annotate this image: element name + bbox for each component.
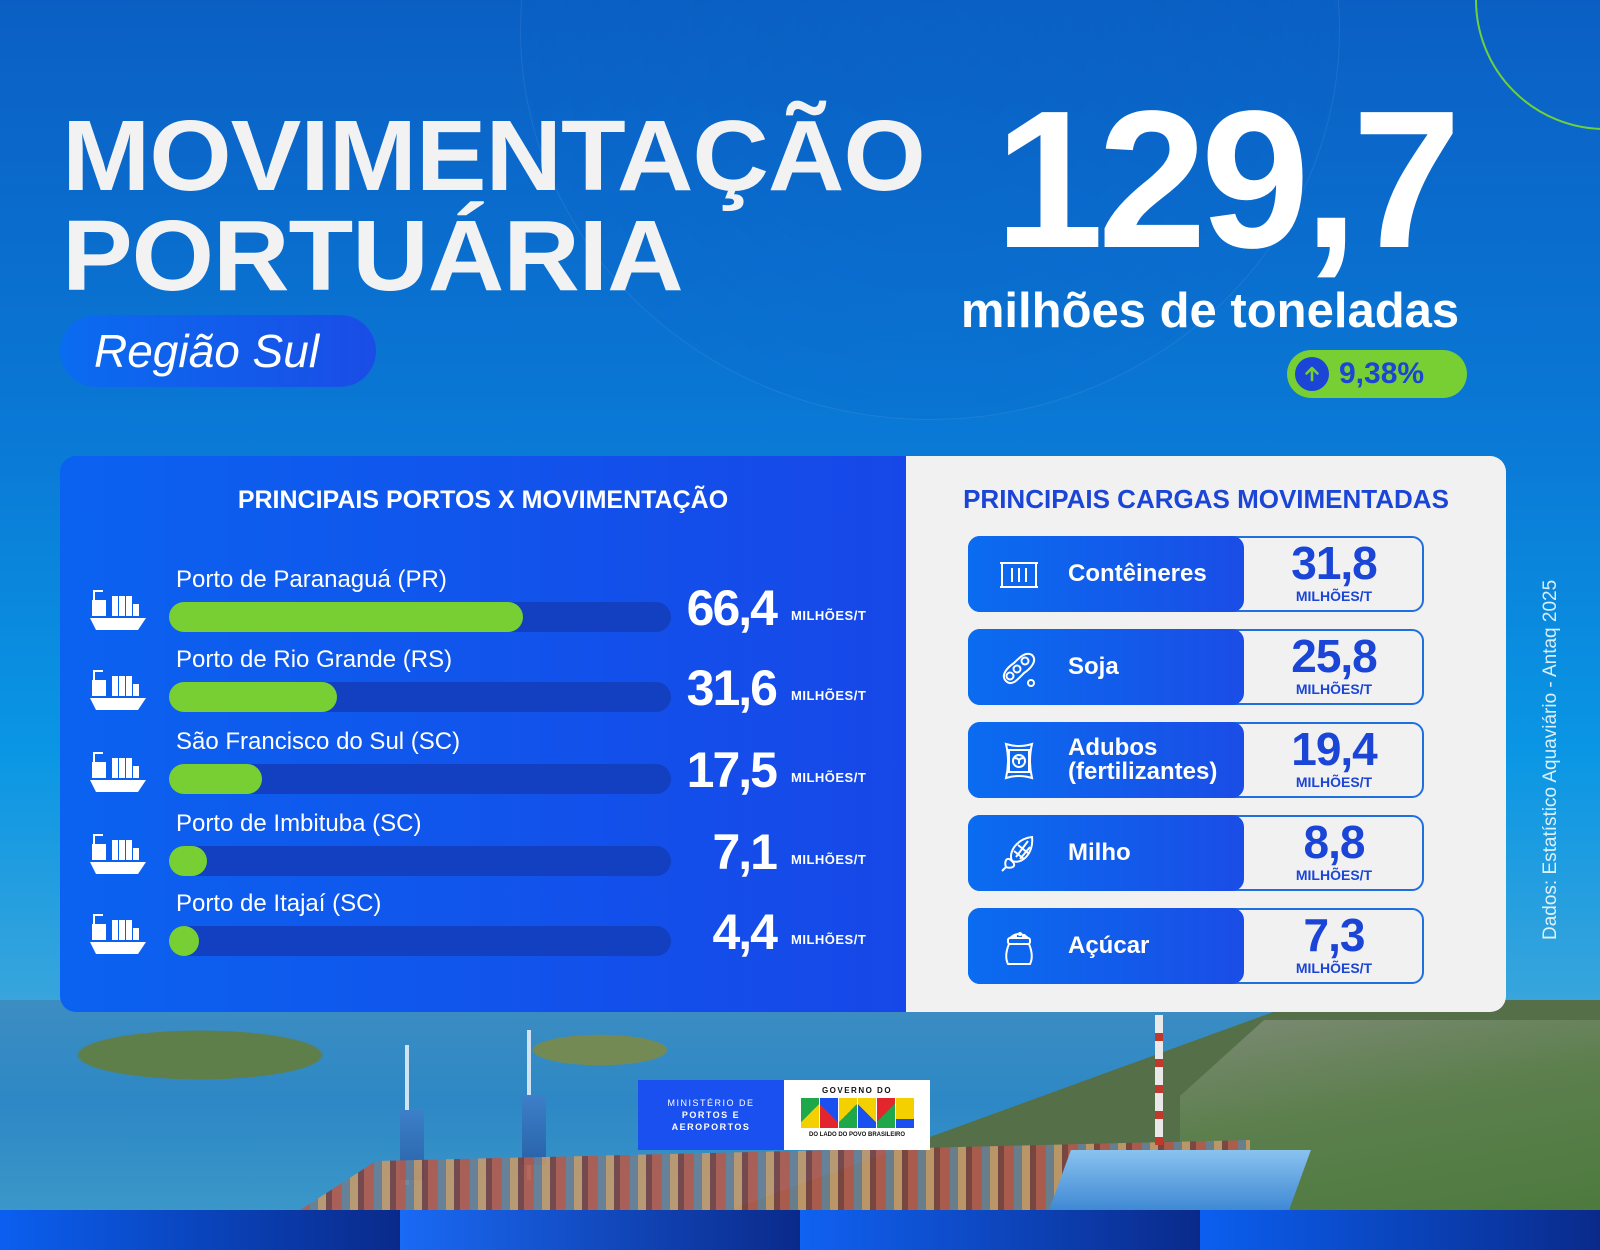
progress-bar-fill — [169, 682, 338, 712]
corn-icon — [998, 833, 1040, 875]
cargo-row: Açúcar 7,3 MILHÕES/T — [968, 908, 1424, 984]
cargo-row: Soja 25,8 MILHÕES/T — [968, 629, 1424, 705]
port-value: 17,5 — [686, 742, 778, 798]
crane — [522, 1095, 546, 1165]
cargo-label-box: Adubos (fertilizantes) — [968, 722, 1244, 798]
progress-bar-track — [169, 764, 671, 794]
total-value: 129,7 — [994, 70, 1461, 289]
ministry-logo: MINISTÉRIO DE PORTOS E AEROPORTOS — [638, 1080, 784, 1150]
cargo-ship-icon — [90, 668, 146, 710]
port-unit: MILHÕES/T — [791, 852, 867, 867]
cargo-label-box: Soja — [968, 629, 1244, 705]
cargo-value: 8,8 — [1303, 816, 1366, 868]
port-value: 66,4 — [686, 580, 778, 636]
cargo-row: Milho 8,8 MILHÕES/T — [968, 815, 1424, 891]
port-unit: MILHÕES/T — [791, 770, 867, 785]
cargo-panel: PRINCIPAIS CARGAS MOVIMENTADAS Contêiner… — [906, 456, 1506, 1012]
port-name: Porto de Rio Grande (RS) — [176, 646, 453, 673]
sugar-sack-icon — [998, 926, 1040, 968]
gov-top-text: GOVERNO DO — [821, 1086, 893, 1095]
cargo-unit: MILHÕES/T — [1295, 588, 1373, 604]
port-name: Porto de Paranaguá (PR) — [176, 566, 447, 593]
ministry-line-2: PORTOS E — [681, 1110, 741, 1120]
arrow-up-circle-icon — [1295, 357, 1329, 391]
data-source: Dados: Estatístico Aquaviário - Antaq 20… — [1540, 579, 1561, 940]
progress-bar-track — [169, 926, 671, 956]
cargo-ship-icon — [90, 912, 146, 954]
cargo-label-box: Contêineres — [968, 536, 1244, 612]
progress-bar-fill — [169, 764, 263, 794]
port-unit: MILHÕES/T — [791, 608, 867, 623]
cargo-ship-icon — [90, 750, 146, 792]
fertilizer-bag-icon — [998, 740, 1040, 782]
progress-bar-fill — [169, 602, 523, 632]
cargo-row: Adubos (fertilizantes) 19,4 MILHÕES/T — [968, 722, 1424, 798]
title-line-2: PORTUÁRIA — [62, 200, 684, 312]
region-badge: Região Sul — [60, 315, 376, 387]
ministry-line-1: MINISTÉRIO DE — [667, 1098, 755, 1108]
cargo-name: Milho — [1068, 839, 1131, 866]
title-line-1: MOVIMENTAÇÃO — [62, 100, 926, 212]
port-name: Porto de Imbituba (SC) — [176, 810, 422, 837]
cargo-value: 31,8 — [1291, 537, 1378, 589]
port-row: Porto de Rio Grande (RS) 31,6 MILHÕES/T — [60, 646, 906, 716]
port-name: São Francisco do Sul (SC) — [176, 728, 461, 755]
warehouse — [1049, 1150, 1311, 1210]
growth-badge: 9,38% — [1287, 350, 1467, 398]
port-name: Porto de Itajaí (SC) — [176, 890, 382, 917]
ministry-line-3: AEROPORTOS — [671, 1122, 751, 1132]
cargo-unit: MILHÕES/T — [1295, 774, 1373, 790]
container-icon — [998, 554, 1040, 596]
port-unit: MILHÕES/T — [791, 932, 867, 947]
progress-bar-track — [169, 682, 671, 712]
cargo-label-box: Açúcar — [968, 908, 1244, 984]
total-unit: milhões de toneladas — [960, 284, 1460, 338]
cargo-name: Contêineres — [1068, 560, 1207, 587]
cargo-unit: MILHÕES/T — [1295, 681, 1373, 697]
cargo-name: Soja — [1068, 653, 1119, 680]
page-title: MOVIMENTAÇÃO PORTUÁRIA — [62, 106, 926, 306]
decorative-arc — [1475, 0, 1600, 130]
cargo-ship-icon — [90, 588, 146, 630]
port-value: 31,6 — [686, 660, 778, 716]
port-unit: MILHÕES/T — [791, 688, 867, 703]
cargo-row: Contêineres 31,8 MILHÕES/T — [968, 536, 1424, 612]
cargo-name: Açúcar — [1068, 932, 1150, 959]
port-value: 4,4 — [712, 904, 778, 960]
cargo-label-box: Milho — [968, 815, 1244, 891]
cargo-ship-icon — [90, 832, 146, 874]
cargo-name: Adubos (fertilizantes) — [1068, 734, 1218, 785]
cargo-panel-title: PRINCIPAIS CARGAS MOVIMENTADAS — [963, 484, 1449, 514]
port-row: Porto de Imbituba (SC) 7,1 MILHÕES/T — [60, 810, 906, 880]
soybean-icon — [998, 647, 1040, 689]
port-value: 7,1 — [712, 824, 778, 880]
brasil-wordmark-icon — [784, 1098, 930, 1128]
port-row: Porto de Itajaí (SC) 4,4 MILHÕES/T — [60, 890, 906, 960]
cargo-value: 25,8 — [1291, 630, 1378, 682]
progress-bar-track — [169, 846, 671, 876]
port-row: Porto de Paranaguá (PR) 66,4 MILHÕES/T — [60, 566, 906, 636]
cargo-value: 19,4 — [1291, 723, 1378, 775]
ports-panel-title: PRINCIPAIS PORTOS X MOVIMENTAÇÃO — [237, 486, 729, 514]
gov-bottom-text: DO LADO DO POVO BRASILEIRO — [808, 1132, 905, 1138]
cargo-unit: MILHÕES/T — [1295, 960, 1373, 976]
progress-bar-fill — [169, 926, 200, 956]
footer-bar — [0, 1210, 1600, 1250]
government-logo: GOVERNO DO DO LADO DO POVO BRASILEIRO — [784, 1080, 930, 1150]
growth-percent: 9,38% — [1339, 357, 1425, 390]
cargo-value: 7,3 — [1303, 909, 1366, 961]
progress-bar-track — [169, 602, 671, 632]
cargo-unit: MILHÕES/T — [1295, 867, 1373, 883]
progress-bar-fill — [169, 846, 207, 876]
port-row: São Francisco do Sul (SC) 17,5 MILHÕES/T — [60, 728, 906, 798]
ports-panel: PRINCIPAIS PORTOS X MOVIMENTAÇÃO Porto d… — [60, 456, 906, 1012]
chimney — [1155, 1015, 1163, 1145]
